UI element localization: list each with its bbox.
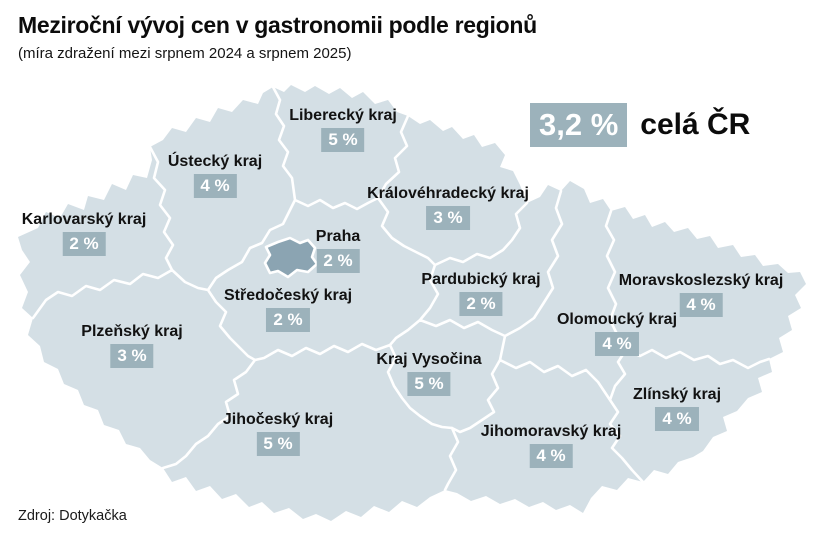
- region-name: Jihomoravský kraj: [480, 423, 622, 440]
- region-vysocina: Kraj Vysočina 5 %: [376, 351, 482, 396]
- region-jihomoravsky: Jihomoravský kraj 4 %: [480, 423, 622, 468]
- region-value-badge: 5 %: [321, 127, 365, 152]
- region-name: Ústecký kraj: [167, 153, 263, 170]
- region-value-badge: 5 %: [407, 371, 451, 396]
- region-ustecky: Ústecký kraj 4 %: [167, 153, 263, 198]
- region-karlovarsky: Karlovarský kraj 2 %: [21, 211, 147, 256]
- region-name: Středočeský kraj: [223, 287, 353, 304]
- region-value-badge: 5 %: [256, 431, 300, 456]
- region-name: Kraj Vysočina: [376, 351, 482, 368]
- source-credit: Zdroj: Dotykačka: [18, 508, 127, 524]
- region-value-badge: 2 %: [266, 307, 310, 332]
- region-name: Jihočeský kraj: [222, 411, 334, 428]
- region-olomoucky: Olomoucký kraj 4 %: [556, 311, 678, 356]
- page-subtitle: (míra zdražení mezi srpnem 2024 a srpnem…: [18, 45, 352, 62]
- region-plzensky: Plzeňský kraj 3 %: [81, 323, 183, 368]
- region-name: Praha: [315, 228, 361, 245]
- region-value-badge: 2 %: [316, 248, 360, 273]
- region-name: Moravskoslezský kraj: [618, 272, 784, 289]
- region-name: Pardubický kraj: [421, 271, 541, 288]
- region-kralovehradecky: Královéhradecký kraj 3 %: [367, 185, 529, 230]
- national-label: celá ČR: [640, 108, 751, 141]
- national-value-badge: 3,2 %: [530, 103, 628, 147]
- region-liberecky: Liberecký kraj 5 %: [289, 107, 397, 152]
- region-value-badge: 3 %: [426, 205, 470, 230]
- region-name: Královéhradecký kraj: [367, 185, 529, 202]
- region-value-badge: 4 %: [529, 443, 573, 468]
- region-zlinsky: Zlínský kraj 4 %: [632, 386, 722, 431]
- region-name: Karlovarský kraj: [21, 211, 147, 228]
- region-praha: Praha 2 %: [315, 228, 361, 273]
- region-value-badge: 4 %: [193, 173, 237, 198]
- region-name: Zlínský kraj: [632, 386, 722, 403]
- region-moravskoslezsky: Moravskoslezský kraj 4 %: [618, 272, 784, 317]
- region-pardubicky: Pardubický kraj 2 %: [421, 271, 541, 316]
- region-name: Liberecký kraj: [289, 107, 397, 124]
- region-borders: [31, 85, 771, 492]
- national-average: 3,2 % celá ČR: [530, 103, 750, 147]
- region-value-badge: 4 %: [595, 331, 639, 356]
- region-value-badge: 2 %: [62, 231, 106, 256]
- praha-shape: [263, 236, 319, 279]
- region-value-badge: 4 %: [655, 406, 699, 431]
- region-name: Plzeňský kraj: [81, 323, 183, 340]
- region-value-badge: 2 %: [459, 291, 503, 316]
- region-value-badge: 4 %: [679, 292, 723, 317]
- region-value-badge: 3 %: [110, 343, 154, 368]
- region-stredocesky: Středočeský kraj 2 %: [223, 287, 353, 332]
- region-jihocesky: Jihočeský kraj 5 %: [222, 411, 334, 456]
- region-name: Olomoucký kraj: [556, 311, 678, 328]
- page-title: Meziroční vývoj cen v gastronomii podle …: [18, 12, 537, 38]
